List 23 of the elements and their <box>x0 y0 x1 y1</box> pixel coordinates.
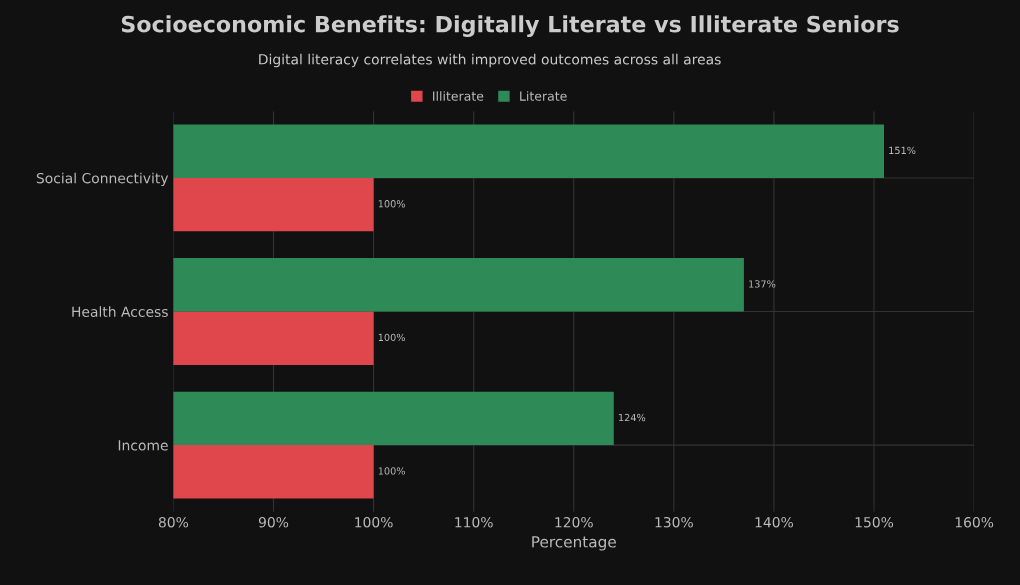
x-tick-label: 90% <box>258 516 289 528</box>
x-tick-label: 140% <box>755 516 794 528</box>
y-tick-label: Social Connectivity <box>36 172 169 187</box>
data-label: 100% <box>378 200 405 208</box>
data-label: 100% <box>378 333 405 342</box>
data-label: 151% <box>889 146 916 155</box>
data-label: 100% <box>378 467 405 475</box>
x-tick-label: 130% <box>655 516 693 528</box>
data-label: 137% <box>749 280 776 288</box>
y-tick-label: Income <box>118 440 168 451</box>
chart-title: Socioeconomic Benefits: Digitally Literate vs Illiterate Seniors <box>121 15 899 37</box>
data-label: 124% <box>619 413 646 422</box>
x-axis-title: Percentage <box>532 536 616 551</box>
legend-label: Literate <box>520 91 567 101</box>
x-tick-label: 100% <box>355 516 393 528</box>
x-tick-label: 110% <box>455 516 493 528</box>
x-tick-label: 80% <box>158 516 189 528</box>
y-tick-label: Health Access <box>72 306 168 317</box>
legend-label: Illiterate <box>433 91 484 101</box>
x-tick-label: 150% <box>855 516 894 528</box>
x-tick-label: 120% <box>555 516 593 528</box>
chart-subtitle: Digital literacy correlates with improved outcomes across all areas <box>259 53 721 68</box>
x-tick-label: 160% <box>955 516 994 528</box>
